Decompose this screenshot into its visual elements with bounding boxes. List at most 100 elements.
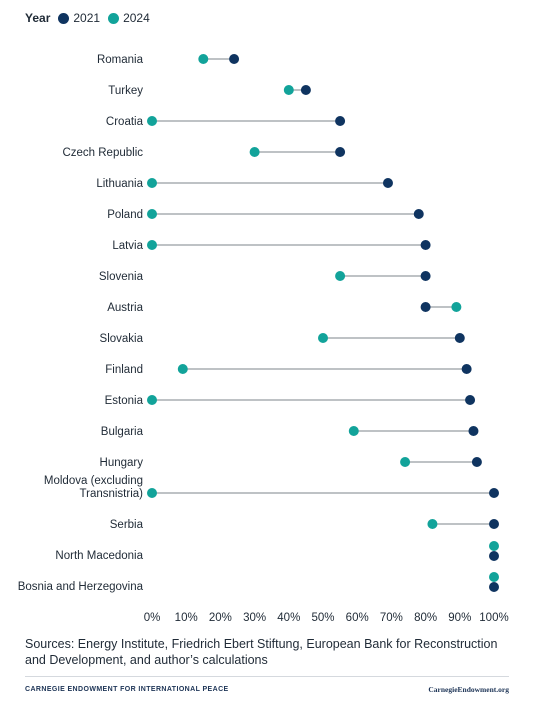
row-hungary: Hungary: [100, 457, 482, 469]
row-slovenia: Slovenia: [99, 271, 431, 283]
row-serbia: Serbia: [110, 519, 499, 531]
row-czech-republic: Czech Republic: [62, 147, 346, 159]
category-label: Finland: [105, 364, 143, 376]
site-link[interactable]: CarnegieEndowment.org: [428, 685, 509, 694]
row-latvia: Latvia: [112, 240, 431, 252]
point-2021: [489, 582, 499, 592]
legend-swatch-2021: [58, 12, 70, 24]
row-turkey: Turkey: [108, 85, 311, 97]
row-moldova-excluding-transnistria: Moldova (excluding Transnistria): [44, 475, 499, 500]
x-tick-label: 70%: [380, 612, 403, 624]
row-poland: Poland: [107, 209, 424, 221]
point-2021: [454, 333, 465, 343]
category-label-line: Transnistria): [80, 488, 144, 500]
x-axis-ticks: 0% 10% 20% 30% 40% 50% 60% 70% 80% 90% 100%: [144, 612, 509, 624]
category-label: North Macedonia: [55, 550, 143, 562]
row-austria: Austria: [107, 302, 462, 314]
footer-divider: [25, 676, 509, 677]
point-2021: [420, 302, 431, 312]
x-tick-label: 30%: [243, 612, 266, 624]
category-label: Latvia: [112, 240, 143, 252]
chart-rows: Romania Turkey Croatia Czech Republic Lithua…: [18, 54, 499, 593]
category-label: Moldova (excluding Transnistria): [44, 475, 143, 500]
category-label: Bulgaria: [101, 426, 144, 438]
point-2021: [300, 85, 311, 95]
point-2024: [451, 302, 462, 312]
category-label: Slovakia: [100, 333, 144, 345]
point-2024: [198, 54, 209, 64]
legend-item-2021: 2021: [58, 11, 100, 25]
legend: Year 2021 2024: [25, 8, 158, 28]
category-label: Lithuania: [96, 178, 143, 190]
point-2021: [229, 54, 240, 64]
category-label: Turkey: [108, 85, 143, 97]
category-label: Serbia: [110, 519, 144, 531]
point-2021: [420, 240, 431, 250]
category-label: Czech Republic: [62, 147, 143, 159]
point-2024: [283, 85, 294, 95]
category-label: Poland: [107, 209, 143, 221]
point-2024: [318, 333, 328, 343]
point-2024: [147, 488, 157, 498]
row-slovakia: Slovakia: [100, 333, 465, 345]
row-croatia: Croatia: [106, 116, 346, 128]
x-tick-label: 10%: [175, 612, 198, 624]
row-bulgaria: Bulgaria: [101, 426, 479, 438]
row-estonia: Estonia: [105, 395, 476, 407]
point-2021: [413, 209, 424, 219]
category-label: Estonia: [105, 395, 144, 407]
point-2021: [468, 426, 479, 436]
legend-item-2024: 2024: [108, 11, 150, 25]
point-2024: [427, 519, 438, 529]
category-label: Slovenia: [99, 271, 144, 283]
x-tick-label: 20%: [209, 612, 232, 624]
point-2024: [147, 240, 157, 250]
x-tick-label: 40%: [277, 612, 300, 624]
category-label: Romania: [97, 54, 144, 66]
point-2024: [177, 364, 188, 374]
point-2021: [420, 271, 431, 281]
point-2021: [461, 364, 472, 374]
row-north-macedonia: North Macedonia: [55, 541, 499, 562]
sources-footnote: Sources: Energy Institute, Friedrich Ebe…: [25, 637, 498, 667]
point-2021: [465, 395, 476, 405]
point-2024: [147, 116, 157, 126]
point-2024: [348, 426, 359, 436]
point-2024: [335, 271, 346, 281]
category-label: Croatia: [106, 116, 144, 128]
brand-wordmark: CARNEGIE ENDOWMENT FOR INTERNATIONAL PEA…: [25, 686, 229, 693]
legend-label-2021: 2021: [73, 11, 101, 25]
x-tick-label: 100%: [479, 612, 508, 624]
dumbbell-chart: Romania Turkey Croatia Czech Republic Lithua…: [18, 54, 509, 624]
point-2021: [489, 551, 499, 561]
point-2024: [249, 147, 260, 157]
point-2021: [335, 147, 346, 157]
point-2024: [400, 457, 411, 467]
point-2024: [489, 572, 499, 582]
point-2021: [382, 178, 393, 188]
row-romania: Romania: [97, 54, 240, 66]
category-label: Bosnia and Herzegovina: [18, 581, 144, 593]
x-tick-label: 50%: [311, 612, 334, 624]
category-label: Hungary: [100, 457, 144, 469]
row-bosnia-and-herzegovina: Bosnia and Herzegovina: [18, 572, 499, 593]
legend-title: Year: [25, 11, 51, 25]
point-2021: [471, 457, 482, 467]
row-lithuania: Lithuania: [96, 178, 393, 190]
x-tick-label: 60%: [346, 612, 369, 624]
legend-swatch-2024: [108, 12, 120, 24]
point-2021: [489, 519, 499, 529]
point-2024: [147, 395, 157, 405]
point-2024: [147, 209, 157, 219]
x-tick-label: 90%: [448, 612, 471, 624]
category-label-line: Moldova (excluding: [44, 475, 143, 487]
row-finland: Finland: [105, 364, 472, 376]
x-tick-label: 0%: [144, 612, 161, 624]
x-tick-label: 80%: [414, 612, 437, 624]
point-2021: [335, 116, 346, 126]
point-2021: [489, 488, 499, 498]
point-2024: [489, 541, 499, 551]
category-label: Austria: [107, 302, 143, 314]
point-2024: [147, 178, 157, 188]
legend-label-2024: 2024: [123, 11, 150, 25]
